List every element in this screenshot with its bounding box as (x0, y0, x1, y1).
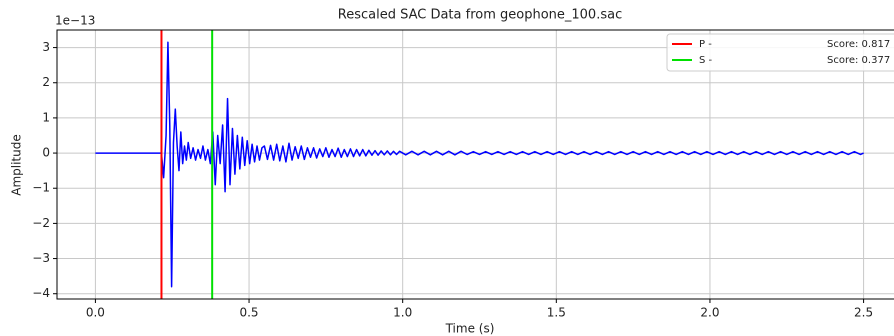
x-tick-label: 2.5 (854, 306, 873, 320)
axes-frame (56, 29, 894, 300)
y-tick-label: 2 (42, 75, 50, 89)
legend-label: S - (699, 55, 713, 66)
plot-area (95, 30, 864, 299)
y-tick-label: −2 (32, 216, 50, 230)
y-tick-label: 1 (42, 110, 50, 124)
x-tick-label: 1.0 (393, 306, 412, 320)
y-axis-label: Amplitude (10, 134, 24, 196)
legend-label: P - (699, 39, 712, 50)
x-tick-label: 0.5 (239, 306, 258, 320)
y-tick-label: 0 (42, 146, 50, 160)
y-tick-label: −4 (32, 286, 50, 300)
legend-score: Score: 0.817 (827, 39, 890, 50)
y-tick-label: −1 (32, 181, 50, 195)
y-tick-label: −3 (32, 251, 50, 265)
x-axis-label: Time (s) (445, 322, 495, 336)
legend-box (666, 33, 894, 72)
y-offset-label: 1e−13 (55, 14, 95, 28)
chart-title: Rescaled SAC Data from geophone_100.sac (338, 8, 622, 23)
x-tick-label: 2.0 (700, 306, 719, 320)
waveform-line (95, 41, 864, 288)
legend-score: Score: 0.377 (827, 55, 890, 66)
x-tick-label: 1.5 (547, 306, 566, 320)
y-tick-label: 3 (42, 40, 50, 54)
x-tick-label: 0.0 (86, 306, 105, 320)
